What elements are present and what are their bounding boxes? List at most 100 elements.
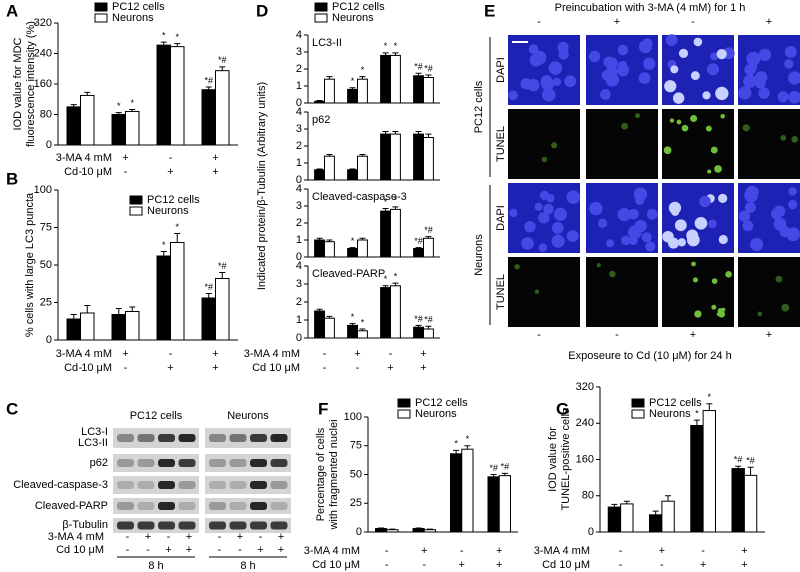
bar [413, 133, 425, 181]
y-tick-label: 1 [296, 80, 302, 92]
y-tick-label: 75 [350, 440, 362, 452]
error-bar [415, 527, 422, 529]
condition-sign: + [212, 362, 218, 374]
error-bar [425, 236, 432, 239]
condition-label: 3-MA 4 mM [48, 531, 104, 543]
bar [423, 77, 434, 104]
image-group-label: PC12 cells [473, 80, 485, 133]
condition-sign: - [79, 362, 83, 374]
blot-strip [113, 454, 199, 472]
condition-sign: - [124, 166, 128, 178]
error-bar [389, 528, 396, 530]
nucleus [667, 237, 679, 249]
y-axis-label: IOD value for MDC [12, 37, 24, 130]
panel-letter: E [484, 1, 495, 20]
nucleus [509, 208, 518, 218]
nucleus [672, 92, 685, 104]
blot-band [178, 459, 196, 467]
error-bar [392, 131, 399, 135]
panel-letter: D [256, 1, 268, 20]
y-axis-label: Percentage of cells [315, 427, 327, 521]
error-bar [501, 472, 508, 476]
nucleus [690, 71, 700, 80]
condition-sign: - [218, 531, 222, 543]
blot-band [270, 481, 288, 489]
blot-band [158, 481, 175, 489]
error-bar [205, 293, 212, 298]
bar [375, 528, 388, 533]
bar [324, 155, 335, 181]
bar [423, 137, 434, 181]
bar [170, 46, 185, 146]
nucleus [770, 208, 783, 220]
nucleus [641, 232, 652, 243]
tunel-signal [663, 146, 672, 155]
error-bar [316, 168, 323, 170]
blot-band [158, 502, 175, 510]
blot-band [229, 434, 247, 442]
legend-label: Neurons [415, 408, 457, 420]
blot-band [229, 502, 247, 510]
significance-marker: * [695, 408, 699, 418]
condition-sign: + [212, 348, 218, 360]
nucleus [538, 211, 550, 224]
condition-sign: - [460, 545, 464, 557]
tunel-signal [775, 275, 783, 283]
y-tick-label: 160 [34, 78, 52, 90]
condition-sign: - [169, 152, 173, 164]
image-group-label: Neurons [473, 234, 485, 276]
condition-sign: + [186, 531, 192, 543]
blot-band [250, 521, 267, 530]
y-tick-label: 4 [296, 183, 302, 195]
blot-strip [205, 454, 291, 472]
image-top-sign: - [691, 16, 695, 28]
y-axis-label: fluorescence intensity (%) [25, 21, 37, 147]
y-tick-label: 1 [296, 314, 302, 326]
y-tick-label: 80 [582, 490, 594, 502]
y-tick-label: 2 [296, 296, 302, 308]
chart-title: p62 [312, 114, 330, 126]
error-bar [392, 282, 399, 286]
blot-band [178, 434, 196, 442]
significance-marker: * [175, 32, 179, 42]
y-tick-label: 4 [296, 260, 302, 272]
bar [324, 78, 335, 104]
blot-band [137, 481, 155, 489]
condition-sign: - [126, 544, 130, 556]
legend-swatch [631, 398, 645, 408]
nucleus [755, 78, 766, 89]
legend-swatch [397, 398, 411, 408]
blot-band [137, 521, 155, 530]
error-bar [316, 308, 323, 311]
y-tick-label: 4 [296, 106, 302, 118]
y-axis-label: Indicated protein/β-Tubulin (Arbitrary u… [256, 82, 268, 290]
nucleus [738, 210, 751, 222]
nucleus [621, 235, 631, 246]
bar [620, 503, 634, 533]
legend-swatch [129, 206, 143, 216]
nucleus [597, 218, 608, 229]
bar [314, 100, 326, 104]
condition-sign: + [496, 559, 502, 571]
tunel-signal [711, 304, 717, 310]
nucleus [617, 44, 629, 56]
nucleus [566, 230, 579, 243]
legend-swatch [314, 13, 328, 23]
bar [386, 529, 399, 533]
error-bar [160, 41, 167, 46]
chart-title: LC3-II [312, 37, 342, 49]
y-tick-label: 3 [296, 123, 302, 135]
nucleus [745, 185, 759, 199]
y-tick-label: 0 [46, 334, 52, 346]
error-bar [359, 76, 366, 80]
y-axis-label: TUNEL-positive cells [560, 408, 572, 511]
blot-band [229, 459, 247, 467]
nucleus [600, 89, 611, 100]
bar [702, 410, 716, 533]
nucleus [564, 75, 577, 88]
bar [487, 476, 500, 533]
blot-band [270, 502, 288, 510]
y-axis-label: % cells with large LC3 puncta [24, 192, 36, 337]
nucleus [617, 207, 631, 222]
